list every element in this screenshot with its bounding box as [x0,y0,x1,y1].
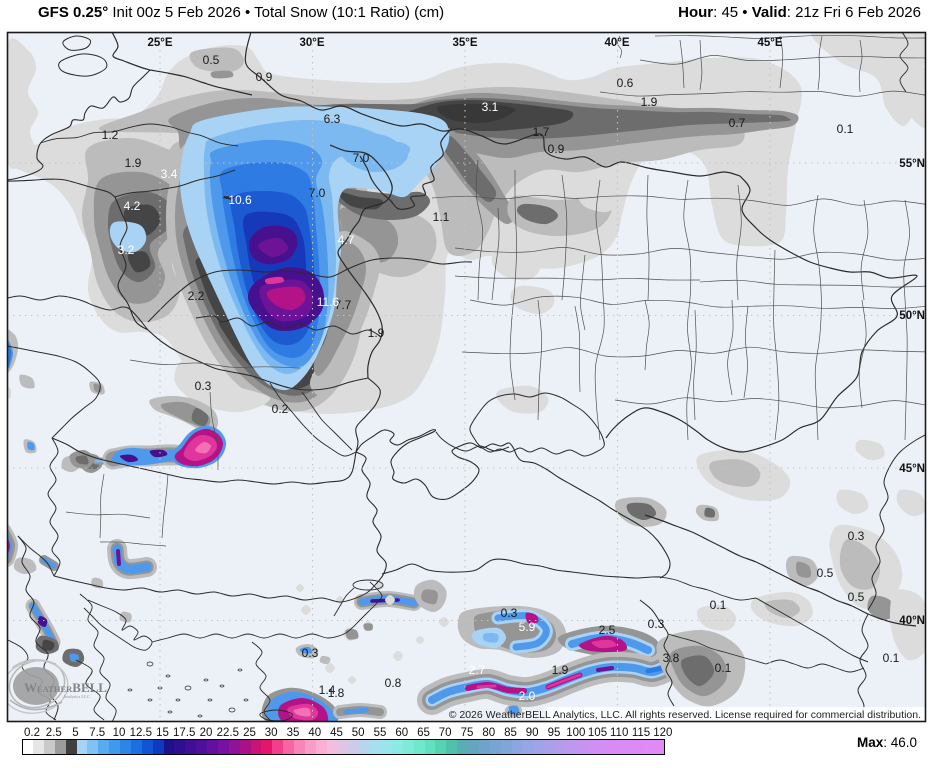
svg-text:0.1: 0.1 [715,661,732,675]
svg-text:7.0: 7.0 [309,186,326,200]
svg-text:0.5: 0.5 [203,53,220,67]
svg-text:0.2: 0.2 [272,402,289,416]
svg-text:55°N: 55°N [899,158,925,170]
svg-text:Analytics LLC: Analytics LLC [63,694,90,699]
svg-text:7.0: 7.0 [353,151,370,165]
svg-text:0.1: 0.1 [710,598,727,612]
svg-text:0.8: 0.8 [385,676,402,690]
svg-text:11.6: 11.6 [317,295,340,309]
svg-text:1.9: 1.9 [641,95,658,109]
svg-text:4.2: 4.2 [124,199,141,213]
svg-text:0.9: 0.9 [256,70,273,84]
svg-text:2.2: 2.2 [188,289,205,303]
svg-text:0.3: 0.3 [302,646,319,660]
svg-text:WEATHERBELL: WEATHERBELL [24,680,107,695]
svg-text:30°E: 30°E [299,37,324,49]
svg-text:0.3: 0.3 [648,617,665,631]
svg-text:40°E: 40°E [604,37,629,49]
svg-text:4.7: 4.7 [338,233,355,247]
svg-text:0.3: 0.3 [501,606,518,620]
svg-text:10.6: 10.6 [228,193,252,207]
svg-text:1.9: 1.9 [552,663,569,677]
svg-text:2.5: 2.5 [599,623,616,637]
svg-text:3.8: 3.8 [663,651,680,665]
svg-text:45°E: 45°E [757,37,782,49]
svg-text:6.3: 6.3 [324,112,341,126]
svg-text:40°N: 40°N [899,615,925,627]
svg-text:45°N: 45°N [899,463,925,475]
svg-text:35°E: 35°E [452,37,477,49]
svg-text:1.9: 1.9 [368,326,385,340]
svg-text:2.7: 2.7 [469,663,486,677]
svg-text:7.7: 7.7 [335,298,352,312]
svg-text:2.0: 2.0 [519,689,536,703]
svg-text:25°E: 25°E [147,37,172,49]
svg-text:0.1: 0.1 [883,651,900,665]
svg-text:0.6: 0.6 [617,76,634,90]
svg-text:0.7: 0.7 [729,116,746,130]
svg-text:1.2: 1.2 [102,128,119,142]
svg-text:50°N: 50°N [899,310,925,322]
svg-text:0.1: 0.1 [837,122,854,136]
svg-text:0.3: 0.3 [848,529,865,543]
svg-text:3.1: 3.1 [482,100,499,114]
svg-text:0.5: 0.5 [817,566,834,580]
svg-text:1.4: 1.4 [319,683,336,697]
svg-text:3.4: 3.4 [161,167,178,181]
svg-text:0.5: 0.5 [848,590,865,604]
svg-text:1.1: 1.1 [433,210,450,224]
svg-text:5.9: 5.9 [519,620,536,634]
svg-text:1.7: 1.7 [533,125,550,139]
svg-text:0.9: 0.9 [548,142,565,156]
svg-text:1.9: 1.9 [125,156,142,170]
svg-text:3.2: 3.2 [118,243,135,257]
svg-text:© 2026 WeatherBELL Analytics,: © 2026 WeatherBELL Analytics, LLC. All r… [449,709,921,721]
svg-text:0.3: 0.3 [195,379,212,393]
svg-text:1.8: 1.8 [328,686,345,700]
